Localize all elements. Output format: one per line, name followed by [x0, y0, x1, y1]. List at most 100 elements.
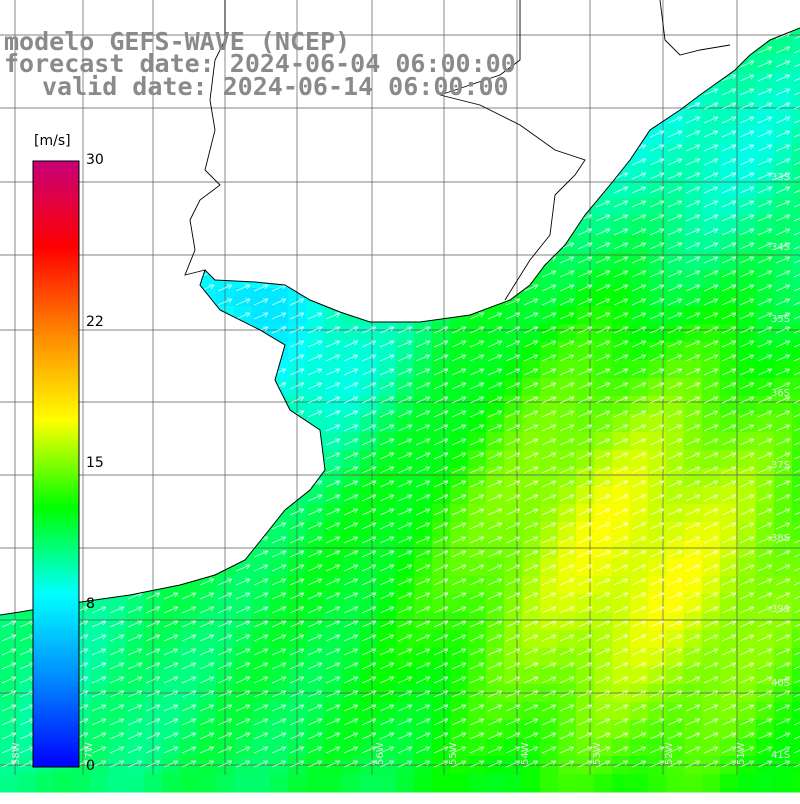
wind-arrow: [721, 550, 737, 558]
wind-arrow: [685, 634, 701, 642]
wind-arrow: [667, 648, 683, 656]
speed-cell: [756, 432, 775, 451]
speed-cell: [594, 504, 613, 523]
wind-arrow: [505, 732, 521, 740]
wind-arrow: [397, 662, 413, 670]
wind-arrow: [577, 634, 593, 642]
wind-arrow: [685, 410, 701, 418]
wind-arrow: [163, 760, 179, 768]
wind-arrow: [199, 620, 215, 628]
wind-arrow: [631, 494, 647, 502]
speed-cell: [324, 504, 343, 523]
wind-arrow: [649, 746, 665, 754]
wind-arrow: [703, 718, 719, 726]
wind-arrow: [793, 147, 800, 152]
speed-cell: [468, 396, 487, 415]
wind-arrow: [721, 74, 737, 82]
speed-cell: [486, 558, 505, 577]
wind-arrow: [199, 634, 215, 642]
speed-cell: [630, 396, 649, 415]
speed-cell: [792, 414, 800, 433]
speed-cell: [522, 774, 541, 793]
speed-cell: [450, 522, 469, 541]
speed-cell: [666, 648, 685, 667]
wind-arrow: [145, 732, 161, 740]
speed-cell: [612, 432, 631, 451]
wind-arrow: [775, 382, 791, 390]
speed-cell: [486, 324, 505, 343]
speed-cell: [774, 306, 793, 325]
wind-arrow: [793, 287, 800, 292]
speed-cell: [414, 378, 433, 397]
speed-cell: [468, 702, 487, 721]
wind-arrow: [577, 256, 593, 264]
wind-arrow: [487, 704, 503, 712]
wind-arrow: [559, 480, 575, 488]
speed-cell: [792, 72, 800, 91]
wind-arrow: [721, 340, 737, 348]
wind-arrow: [199, 718, 215, 726]
speed-cell: [684, 558, 703, 577]
speed-cell: [756, 144, 775, 163]
wind-arrow: [505, 760, 521, 768]
wind-arrow: [397, 732, 413, 740]
speed-cell: [486, 306, 505, 325]
speed-cell: [396, 522, 415, 541]
wind-arrow: [721, 130, 737, 138]
speed-cell: [306, 522, 325, 541]
wind-arrow: [361, 466, 377, 474]
speed-cell: [720, 630, 739, 649]
wind-arrow: [307, 312, 323, 320]
wind-arrow: [703, 592, 719, 600]
speed-cell: [414, 648, 433, 667]
wind-arrow: [433, 424, 449, 432]
wind-arrow: [271, 620, 287, 628]
speed-cell: [342, 432, 361, 451]
wind-arrow: [613, 648, 629, 656]
wind-arrow: [325, 368, 341, 376]
speed-cell: [756, 396, 775, 415]
speed-cell: [792, 558, 800, 577]
wind-arrow: [109, 704, 125, 712]
wind-arrow: [289, 606, 305, 614]
wind-arrow: [667, 214, 683, 222]
wind-arrow: [757, 354, 773, 362]
speed-cell: [576, 432, 595, 451]
wind-arrow: [127, 718, 143, 726]
wind-arrow: [793, 483, 800, 488]
speed-cell: [414, 450, 433, 469]
wind-arrow: [541, 578, 557, 586]
wind-arrow: [415, 326, 431, 334]
wind-arrow: [793, 735, 800, 740]
speed-cell: [90, 648, 109, 667]
speed-cell: [774, 180, 793, 199]
wind-arrow: [109, 662, 125, 670]
wind-arrow: [613, 536, 629, 544]
speed-cell: [594, 396, 613, 415]
wind-arrow: [793, 189, 800, 194]
wind-arrow: [703, 186, 719, 194]
wind-arrow: [451, 606, 467, 614]
speed-cell: [774, 324, 793, 343]
wind-arrow: [415, 550, 431, 558]
wind-arrow: [487, 578, 503, 586]
speed-cell: [432, 522, 451, 541]
speed-cell: [486, 774, 505, 793]
wind-arrow: [739, 200, 755, 208]
wind-arrow: [181, 592, 197, 600]
wind-arrow: [739, 396, 755, 404]
wind-arrow: [307, 396, 323, 404]
speed-cell: [306, 378, 325, 397]
wind-arrow: [577, 368, 593, 376]
wind-arrow: [703, 396, 719, 404]
wind-arrow: [523, 354, 539, 362]
wind-arrow: [667, 634, 683, 642]
wind-arrow: [577, 578, 593, 586]
speed-cell: [630, 558, 649, 577]
colorbar-tick-label: 15: [86, 455, 104, 471]
speed-cell: [594, 558, 613, 577]
wind-arrow: [649, 284, 665, 292]
wind-arrow: [415, 396, 431, 404]
wind-arrow: [181, 676, 197, 684]
speed-cell: [648, 576, 667, 595]
